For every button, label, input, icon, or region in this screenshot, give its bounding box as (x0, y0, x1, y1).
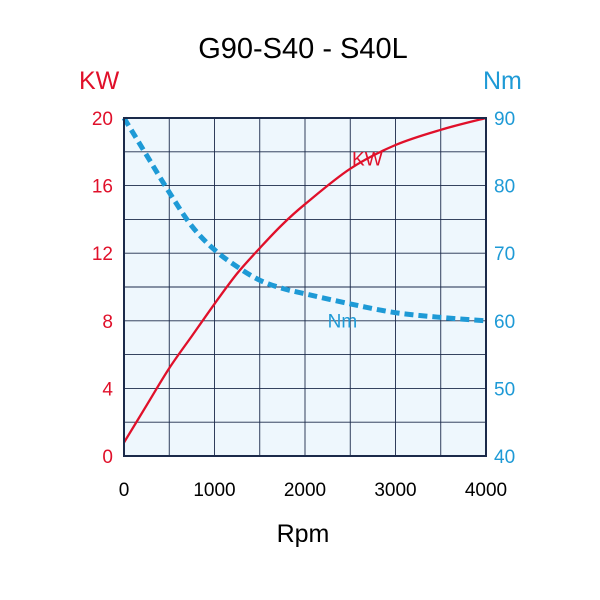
y-left-tick-label: 8 (102, 312, 113, 333)
annotation-kw: KW (352, 149, 383, 170)
series-line-nm (121, 116, 487, 324)
x-tick-label: 1000 (193, 480, 235, 501)
annotations: KW Nm (328, 149, 383, 332)
y-left-tick-label: 16 (92, 177, 113, 198)
chart-title: G90-S40 - S40L (198, 33, 408, 65)
x-tick-label: 3000 (374, 480, 416, 501)
y-left-tick-label: 4 (102, 379, 113, 400)
y-left-tick-label: 12 (92, 244, 113, 265)
y-right-tick-label: 80 (494, 177, 515, 198)
y-right-tick-label: 90 (494, 109, 515, 130)
right-axis-label: Nm (483, 67, 522, 95)
series-line-kw (123, 116, 487, 444)
grid (124, 118, 486, 456)
x-axis-label: Rpm (277, 520, 330, 548)
annotation-nm: Nm (328, 312, 358, 333)
x-tick-label: 2000 (284, 480, 326, 501)
y-right-tick-label: 40 (494, 447, 515, 468)
y-left-tick-label: 20 (92, 109, 113, 130)
y-right-tick-label: 60 (494, 312, 515, 333)
y-right-tick-label: 50 (494, 379, 515, 400)
left-axis-label: KW (79, 67, 120, 95)
series-layer (121, 116, 487, 444)
y-right-tick-label: 70 (494, 244, 515, 265)
x-tick-label: 4000 (465, 480, 507, 501)
plot-frame (123, 117, 487, 457)
tick-labels: 0 1000 2000 3000 4000 0 4 8 12 16 20 40 50 60 70 80 90 (92, 109, 515, 501)
y-left-tick-label: 0 (102, 447, 113, 468)
x-tick-label: 0 (119, 480, 130, 501)
